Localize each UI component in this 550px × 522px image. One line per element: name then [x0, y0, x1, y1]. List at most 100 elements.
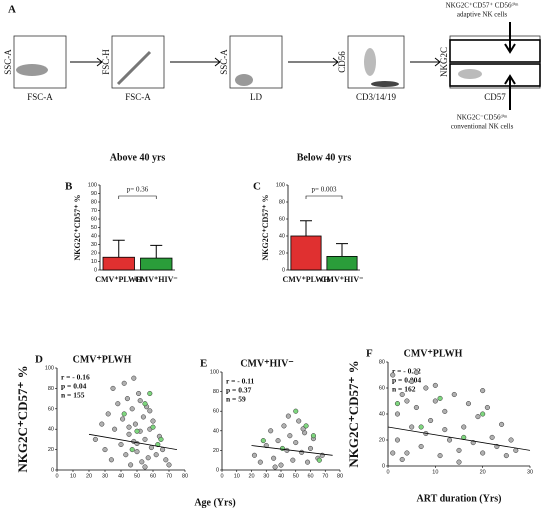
stat-annotation: r = - 0.11	[226, 377, 255, 386]
point	[508, 437, 514, 443]
point	[147, 390, 153, 397]
panel-label: D	[35, 354, 43, 366]
y-tick-label: 40	[48, 427, 54, 433]
error-bar	[150, 244, 163, 259]
y-tick-label: 50	[91, 225, 97, 231]
point	[428, 417, 434, 424]
point	[394, 411, 401, 417]
p-value: p= 0.003	[312, 186, 337, 194]
point	[437, 453, 443, 459]
y-tick-label: 60	[91, 216, 97, 222]
point	[399, 391, 405, 398]
y-tick-label: 20	[91, 250, 97, 256]
y-axis-label: NKG2C⁺CD57⁺ %	[73, 195, 82, 261]
point	[418, 443, 424, 450]
gate-x-label: FSC-A	[125, 92, 151, 102]
cloud	[458, 69, 482, 79]
point	[503, 453, 509, 459]
point	[268, 428, 274, 434]
point	[480, 388, 486, 394]
point	[446, 437, 453, 443]
point	[480, 411, 486, 417]
cloud	[116, 50, 152, 86]
gate-plot	[229, 35, 283, 89]
gate-x-label: CD3/14/19	[356, 92, 397, 102]
x-tick-label: 20	[248, 473, 254, 479]
stat-annotation: p = 0.004	[392, 376, 421, 385]
point	[150, 418, 156, 424]
point	[465, 401, 472, 407]
y-tick-label: 40	[379, 411, 385, 417]
point	[404, 450, 410, 456]
point	[293, 440, 299, 446]
point	[99, 421, 105, 427]
x-tick-label: 0	[386, 469, 389, 475]
trend-line	[387, 426, 531, 451]
point	[110, 385, 116, 391]
point	[92, 436, 98, 442]
point	[404, 398, 410, 404]
bar	[102, 256, 135, 271]
point	[293, 408, 299, 414]
gate-annotation: NKG2C⁺CD57⁺ CD56ᵈⁱᵐ	[446, 2, 519, 10]
point	[394, 437, 401, 443]
point	[275, 438, 281, 444]
point	[281, 423, 287, 429]
error-bar	[112, 239, 125, 258]
point	[134, 449, 140, 455]
gate-y-label: SSC-A	[3, 49, 13, 75]
point	[251, 452, 257, 458]
x-tick-label: 70	[322, 473, 328, 479]
x-tick-label: CMV⁺HIV⁻	[321, 275, 364, 284]
y-tick-label: 100	[210, 369, 219, 375]
stat-annotation: p = 0.04	[61, 382, 87, 391]
y-tick-label: 0	[382, 463, 385, 469]
point	[118, 441, 124, 448]
gate-annotation: adaptive NK cells	[457, 11, 507, 19]
point	[142, 401, 148, 407]
x-tick-label: 0	[220, 473, 223, 479]
point	[129, 447, 135, 453]
gate-y-label: FSC-H	[101, 49, 111, 75]
x-tick-label: 10	[70, 473, 76, 479]
point	[513, 447, 519, 453]
y-axis-label: NKG2C⁺CD57⁺ %	[15, 365, 30, 472]
point	[437, 395, 443, 401]
point	[163, 457, 169, 463]
point	[390, 372, 396, 378]
x-tick-label: CMV⁺PLWH	[282, 275, 330, 284]
panel-label: C	[253, 181, 261, 193]
y-tick-label: 30	[91, 242, 97, 248]
x-axis-label: ART duration (Yrs)	[416, 493, 501, 504]
y-tick-label: 100	[276, 182, 285, 188]
point	[257, 459, 263, 465]
y-tick-label: 40	[279, 233, 285, 239]
point	[158, 436, 164, 442]
x-tick-label: 40	[118, 473, 124, 479]
x-tick-label: 10	[432, 469, 438, 475]
gate-x-label: LD	[250, 92, 262, 102]
point	[136, 390, 142, 397]
bar	[140, 257, 173, 271]
x-tick-label: 30	[263, 473, 269, 479]
point	[307, 445, 314, 451]
y-tick-label: 80	[213, 389, 219, 395]
y-tick-label: 20	[48, 447, 54, 453]
x-tick-label: CMV⁺PLWH	[95, 275, 143, 284]
y-tick-label: 0	[282, 267, 285, 273]
point	[271, 455, 277, 461]
panel-label: F	[366, 348, 373, 360]
point	[499, 421, 505, 427]
point	[131, 375, 137, 381]
x-tick-label: 20	[86, 473, 92, 479]
point	[423, 385, 429, 391]
point	[484, 404, 490, 411]
point	[413, 369, 419, 375]
point	[140, 414, 146, 420]
point	[285, 413, 291, 419]
point	[272, 464, 278, 470]
point	[480, 450, 486, 456]
arrows	[70, 22, 516, 110]
chart-title: Below 40 yrs	[297, 152, 352, 163]
